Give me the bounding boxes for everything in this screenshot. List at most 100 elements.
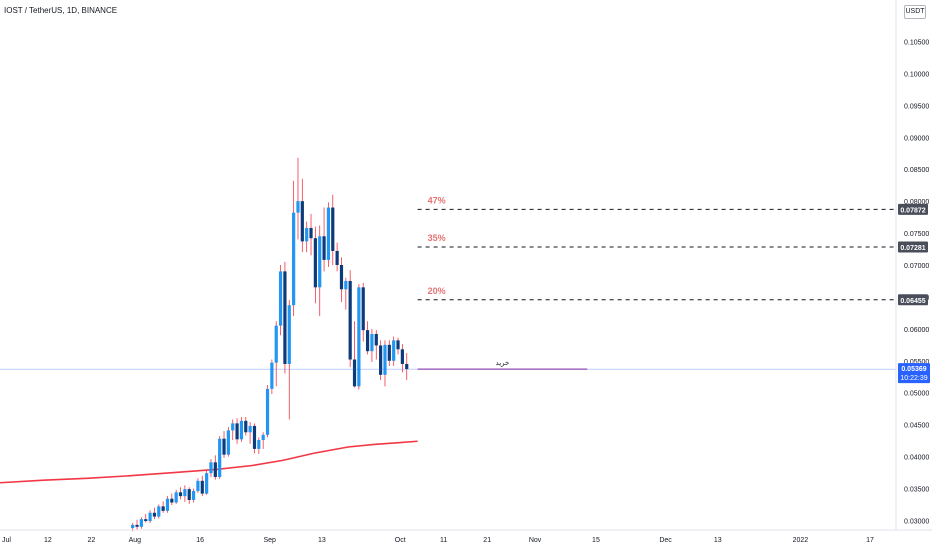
candle [278,265,283,336]
candle [348,270,352,368]
candle-body [157,506,161,517]
price-tick-label: 0.10000 [904,71,929,78]
candle-body [239,420,244,440]
chart-title: IOST / TetherUS, 1D, BINANCE [4,6,118,15]
candle-body [287,305,291,364]
candle [318,225,322,317]
candle-body [165,498,170,511]
candle [261,432,265,449]
candle [309,213,313,256]
moving-average-layer [0,440,418,484]
candle [313,226,317,304]
candle-body [400,349,404,364]
candle [370,328,374,363]
candle-body [213,462,217,477]
candle-body [292,212,296,306]
candle-body [374,333,378,346]
candle-body [322,236,326,260]
candle [248,422,252,444]
candle-body [309,227,313,239]
candle-body [152,512,157,517]
candle-body [335,250,339,265]
time-tick-label: 21 [483,537,491,544]
target-percent-label: 47% [428,195,446,205]
time-tick-label: 13 [318,537,326,544]
candle-body [196,480,200,492]
time-tick-label: 11 [440,537,447,544]
candle [148,510,152,523]
candle-body [344,280,348,290]
candle [187,487,191,504]
candles-layer [131,157,409,532]
candle [191,488,196,503]
candle-body [144,519,148,522]
candle [152,507,157,520]
candle-body [161,506,165,511]
candle-body [326,207,331,260]
time-tick-label: Dec [659,537,672,544]
candle [161,501,165,513]
candle-body [174,492,178,503]
countdown-label: 10:22:39 [900,375,927,382]
price-tick-label: 0.03500 [904,486,929,493]
candle [365,321,370,355]
target-price-box [898,294,928,306]
candle [335,242,339,272]
candle-body [270,362,274,389]
price-tick-label: 0.05500 [904,359,929,366]
candle-body [226,430,230,455]
price-tick-label: 0.09000 [904,135,929,142]
price-axis[interactable]: 0.10500 0.10000 0.09500 0.09000 0.08500 0.080… [895,0,930,530]
candle-body [331,207,335,251]
candle-body [218,438,222,477]
candle-body [231,423,235,431]
time-tick-label: Aug [129,537,142,544]
time-axis[interactable]: Jul 12 22 Aug 16 Sep 13 Oct 11 21 Nov 15 Dec 13 2022 17 [0,529,932,544]
price-tick-label: 0.08500 [904,167,929,174]
candle-body [305,227,309,242]
candle [392,336,396,366]
time-tick-label: Sep [263,537,276,544]
candle-body [139,519,143,527]
candle-body [261,434,265,440]
candle [352,321,357,388]
candle-body [313,238,317,288]
candle-body [248,425,252,433]
candle [274,321,278,387]
candle [292,180,296,317]
target-percent-label: 35% [428,233,446,243]
candle [379,340,383,380]
price-tick-label: 0.03000 [904,518,929,525]
candle [200,475,204,497]
candle [257,437,261,455]
price-tick-label: 0.07000 [904,263,929,270]
candle [339,257,344,303]
candle [405,353,409,380]
target-price-label: 0.07872 [900,207,925,214]
time-tick-label: 17 [866,537,874,544]
candle-body [209,462,213,474]
candle [296,157,300,240]
candle-body [300,201,304,242]
time-tick-label: Oct [395,537,406,544]
candle-body [383,344,387,375]
candle [387,340,391,366]
candle [287,300,291,420]
candle [344,277,348,310]
candle [239,416,244,442]
target-price-box [898,241,928,253]
horizontal-lines-layer: خرید 47% 35% 20% [0,195,896,370]
candle [157,504,161,519]
candle-body [135,524,139,527]
candle [400,344,404,373]
candle-body [187,489,191,500]
candle-body [405,363,409,370]
candle-body [348,280,352,360]
currency-button[interactable]: USDT [904,5,926,19]
candle-body [339,265,344,290]
candle-body [352,359,357,387]
candle [235,418,239,444]
candle [174,489,178,504]
candle [209,459,213,477]
